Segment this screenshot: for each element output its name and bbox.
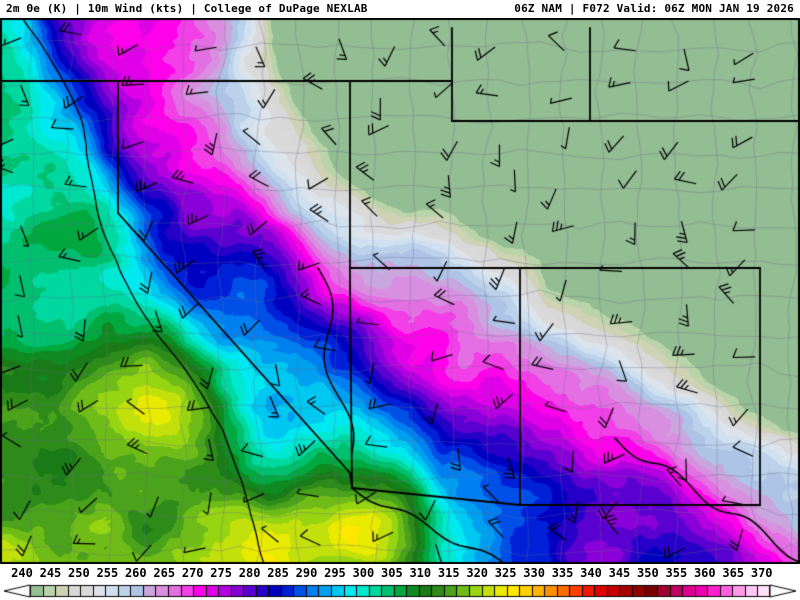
colorbar-tick-365: 365 xyxy=(722,566,745,580)
colorbar-tick-270: 270 xyxy=(181,566,204,580)
colorbar-tick-320: 320 xyxy=(466,566,489,580)
colorbar-tick-355: 355 xyxy=(665,566,688,580)
colorbar-tick-255: 255 xyxy=(96,566,119,580)
colorbar-tick-300: 300 xyxy=(352,566,375,580)
colorbar-tick-360: 360 xyxy=(693,566,716,580)
colorbar-tick-labels: 240 245 250 255 260 265 270 275 280 285 290 295 300 3… xyxy=(0,564,800,583)
colorbar-tick-315: 315 xyxy=(437,566,460,580)
colorbar-tick-305: 305 xyxy=(381,566,403,580)
colorbar-tick-245: 245 xyxy=(39,566,62,580)
colorbar-tick-340: 340 xyxy=(580,566,602,580)
colorbar-swatches xyxy=(0,584,800,598)
colorbar-tick-330: 330 xyxy=(523,566,545,580)
colorbar-tick-345: 345 xyxy=(608,566,631,580)
colorbar-tick-280: 280 xyxy=(238,566,261,580)
colorbar-tick-310: 310 xyxy=(409,566,432,580)
colorbar-tick-290: 290 xyxy=(295,566,318,580)
map-panel[interactable] xyxy=(0,18,800,564)
colorbar-tick-250: 250 xyxy=(68,566,90,580)
colorbar-tick-295: 295 xyxy=(324,566,346,580)
colorbar-legend: 240 245 250 255 260 265 270 275 280 285 290 295 300 3… xyxy=(0,564,800,600)
colorbar-tick-240: 240 xyxy=(11,566,33,580)
header-right-text: 06Z NAM | F072 Valid: 06Z MON JAN 19 202… xyxy=(514,2,794,15)
theta-e-contour-map[interactable] xyxy=(0,18,800,564)
header-bar: 2m Θe (K) | 10m Wind (kts) | College of … xyxy=(0,0,800,18)
colorbar-tick-325: 325 xyxy=(494,566,517,580)
colorbar-tick-335: 335 xyxy=(551,566,574,580)
colorbar-tick-350: 350 xyxy=(637,566,659,580)
colorbar-tick-260: 260 xyxy=(124,566,147,580)
colorbar-tick-275: 275 xyxy=(210,566,232,580)
colorbar-canvas xyxy=(0,584,800,598)
colorbar-tick-370: 370 xyxy=(750,566,773,580)
colorbar-tick-285: 285 xyxy=(267,566,289,580)
header-left-text: 2m Θe (K) | 10m Wind (kts) | College of … xyxy=(6,2,368,15)
colorbar-tick-265: 265 xyxy=(153,566,176,580)
